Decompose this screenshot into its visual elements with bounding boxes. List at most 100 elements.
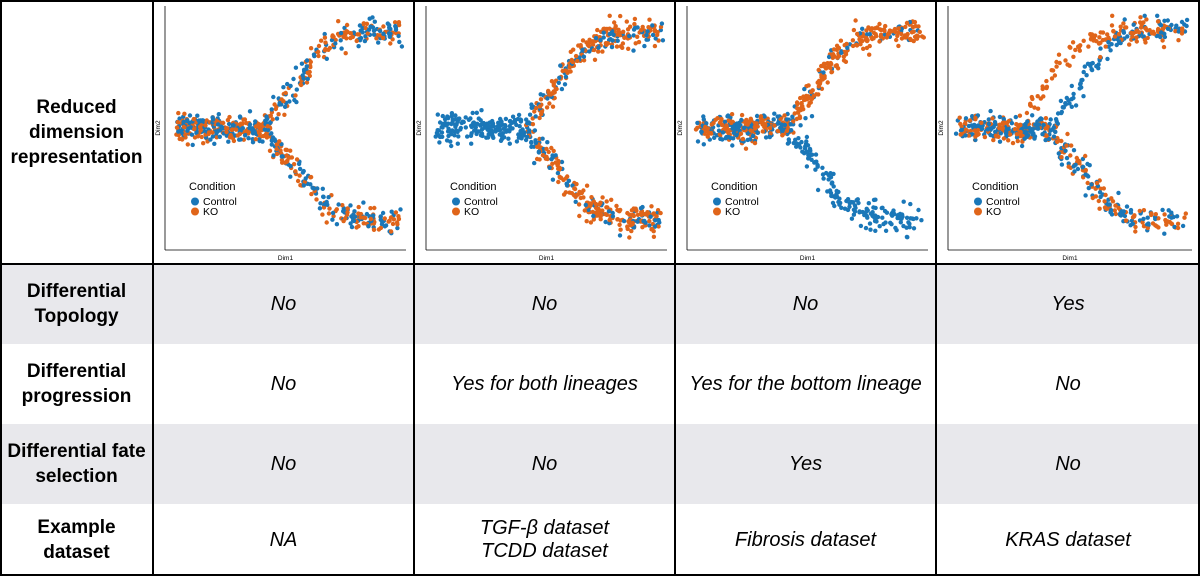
point-ko [886,32,891,37]
point-control [904,215,910,220]
point-control [518,117,524,123]
point-control [396,33,401,39]
point-ko [551,81,556,87]
point-ko [1056,52,1062,57]
point-ko [1029,94,1034,100]
point-ko [618,13,623,19]
point-control [212,141,217,146]
point-ko [316,49,321,55]
point-ko [747,119,752,125]
point-ko [810,88,815,93]
point-ko [607,26,612,31]
point-control [815,187,821,193]
point-ko [361,22,366,27]
point-control [805,143,811,148]
point-ko [294,157,300,162]
point-ko [864,28,869,33]
point-control [701,142,706,147]
point-ko [816,84,821,89]
point-control [610,210,615,216]
point-control [1141,216,1146,222]
point-ko [395,222,400,227]
point-control [601,35,606,40]
point-ko [324,220,329,225]
point-ko [350,34,355,40]
point-ko [368,216,374,222]
point-control [880,205,885,210]
point-ko [274,146,279,152]
point-control [908,216,913,221]
point-control [195,113,200,118]
point-control [516,112,522,118]
point-ko [997,126,1002,131]
point-control [330,210,336,216]
point-ko [557,175,563,180]
point-ko [1160,38,1165,43]
point-ko [804,93,809,99]
point-control [1066,161,1071,166]
point-control [603,219,608,225]
point-ko [183,132,188,138]
point-control [498,138,504,143]
point-ko [816,67,821,73]
point-control [1069,83,1074,89]
point-control [1080,156,1086,162]
legend-label-control: Control [725,196,759,208]
point-control [806,156,811,161]
point-ko [1068,45,1073,50]
point-control [472,123,478,128]
point-control [1116,190,1121,196]
point-control [647,223,652,228]
point-control [873,216,878,222]
point-control [1025,119,1030,124]
point-control [434,130,440,136]
point-control [1180,223,1186,229]
point-control [1041,122,1046,128]
point-control [953,131,959,136]
point-ko [958,132,963,137]
point-ko [838,38,844,43]
point-control [1022,136,1027,141]
x-axis-label: Dim1 [278,255,294,262]
point-control [762,114,767,119]
point-ko [760,129,765,134]
point-control [1083,172,1088,177]
point-control [497,132,502,137]
point-control [979,126,985,131]
point-ko [915,34,921,39]
point-ko [911,29,916,34]
point-ko [617,222,622,227]
point-control [1166,208,1171,213]
point-control [463,115,468,120]
point-control [1162,231,1167,236]
border-left [0,0,2,576]
point-control [187,113,193,118]
point-control [490,121,496,126]
point-ko [1138,15,1143,20]
point-control [1086,185,1091,191]
point-control [349,224,355,230]
point-control [190,142,195,148]
point-control [393,23,398,29]
point-ko [1142,37,1148,42]
point-ko [743,146,749,151]
point-ko [1179,31,1185,36]
point-ko [854,42,859,47]
point-control [458,125,463,131]
point-control [834,188,839,194]
point-ko [1149,31,1155,36]
point-ko [1150,221,1156,226]
point-ko [276,112,281,117]
point-ko [544,105,550,110]
point-ko [396,216,402,222]
point-control [540,136,545,141]
point-ko [889,29,894,34]
point-control [271,153,276,158]
point-control [1174,214,1180,219]
point-control [299,61,305,66]
point-control [326,195,331,200]
point-control [250,140,256,145]
point-ko [638,28,644,33]
point-control [517,124,522,129]
